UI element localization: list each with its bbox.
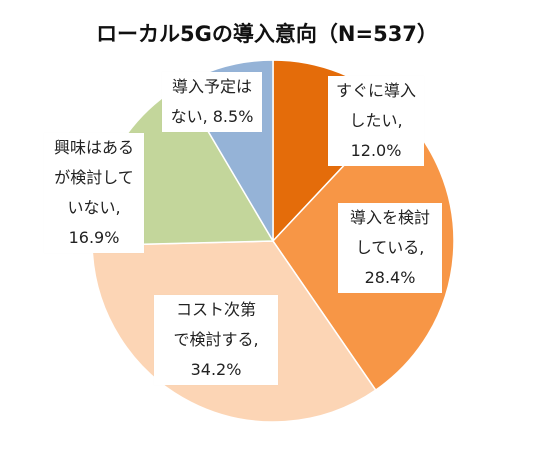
chart-title: ローカル5Gの導入意向（N=537） [96, 22, 438, 46]
data-label-considering: 導入を検討 している, 28.4% [338, 203, 442, 293]
data-label-cost-dependent: コスト次第 で検討する, 34.2% [154, 295, 278, 385]
data-label-no-plan: 導入予定は ない, 8.5% [162, 72, 262, 132]
data-label-interested-not-considering: 興味はある が検討して いない, 16.9% [44, 133, 144, 253]
data-label-immediate-adoption: すぐに導入 したい, 12.0% [328, 76, 424, 166]
